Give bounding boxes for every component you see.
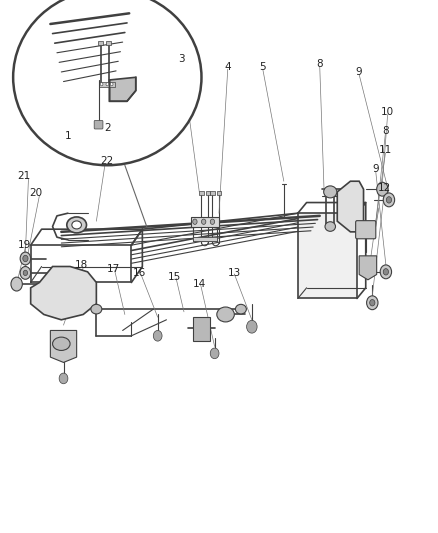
Circle shape — [153, 330, 162, 341]
Bar — [99, 82, 115, 87]
Bar — [199, 191, 204, 195]
Polygon shape — [110, 77, 136, 101]
Ellipse shape — [72, 221, 81, 229]
Ellipse shape — [217, 307, 234, 322]
Text: 15: 15 — [168, 272, 181, 282]
Polygon shape — [31, 266, 96, 320]
Circle shape — [23, 270, 28, 276]
Text: 9: 9 — [356, 67, 363, 77]
Text: 8: 8 — [316, 59, 323, 69]
Bar — [98, 41, 103, 45]
Bar — [206, 191, 210, 195]
FancyBboxPatch shape — [356, 221, 376, 239]
Bar — [193, 237, 217, 241]
Text: 17: 17 — [106, 264, 120, 274]
Text: 13: 13 — [228, 268, 241, 278]
Circle shape — [383, 193, 395, 207]
Text: 11: 11 — [379, 146, 392, 155]
Text: 3: 3 — [178, 54, 185, 63]
Circle shape — [110, 83, 113, 86]
Circle shape — [193, 219, 197, 224]
Text: 22: 22 — [101, 156, 114, 166]
Ellipse shape — [53, 337, 70, 351]
Text: 20: 20 — [29, 188, 42, 198]
Circle shape — [11, 277, 22, 291]
Circle shape — [370, 300, 375, 306]
Circle shape — [201, 219, 206, 224]
Ellipse shape — [67, 217, 86, 233]
Circle shape — [59, 373, 68, 384]
Circle shape — [106, 83, 109, 86]
Text: 18: 18 — [74, 261, 88, 270]
Text: 14: 14 — [193, 279, 206, 288]
Text: 10: 10 — [381, 107, 394, 117]
Bar — [106, 41, 111, 45]
Polygon shape — [50, 330, 77, 362]
Text: 2: 2 — [104, 123, 111, 133]
Bar — [217, 191, 221, 195]
Ellipse shape — [91, 304, 102, 314]
Circle shape — [23, 255, 28, 262]
Ellipse shape — [236, 304, 246, 314]
Bar — [298, 213, 357, 298]
Polygon shape — [359, 256, 377, 280]
Text: 9: 9 — [372, 165, 379, 174]
Circle shape — [386, 197, 392, 203]
Text: 4: 4 — [224, 62, 231, 71]
FancyBboxPatch shape — [191, 217, 219, 227]
Text: 16: 16 — [133, 268, 146, 278]
Circle shape — [383, 269, 389, 275]
Text: 8: 8 — [382, 126, 389, 135]
Circle shape — [210, 348, 219, 359]
Text: 5: 5 — [259, 62, 266, 71]
Circle shape — [20, 266, 31, 279]
Circle shape — [367, 296, 378, 310]
Circle shape — [100, 83, 103, 86]
Circle shape — [20, 252, 31, 265]
Circle shape — [247, 320, 257, 333]
FancyBboxPatch shape — [94, 120, 103, 129]
Circle shape — [380, 265, 392, 279]
Circle shape — [210, 219, 215, 224]
Ellipse shape — [325, 222, 336, 231]
Text: 12: 12 — [378, 183, 391, 192]
Ellipse shape — [324, 186, 337, 198]
Text: 21: 21 — [18, 171, 31, 181]
Ellipse shape — [13, 0, 201, 165]
Text: 19: 19 — [18, 240, 31, 250]
Circle shape — [377, 182, 388, 196]
Polygon shape — [193, 317, 210, 341]
Text: 1: 1 — [64, 131, 71, 141]
Polygon shape — [337, 181, 364, 232]
Bar — [210, 191, 215, 195]
